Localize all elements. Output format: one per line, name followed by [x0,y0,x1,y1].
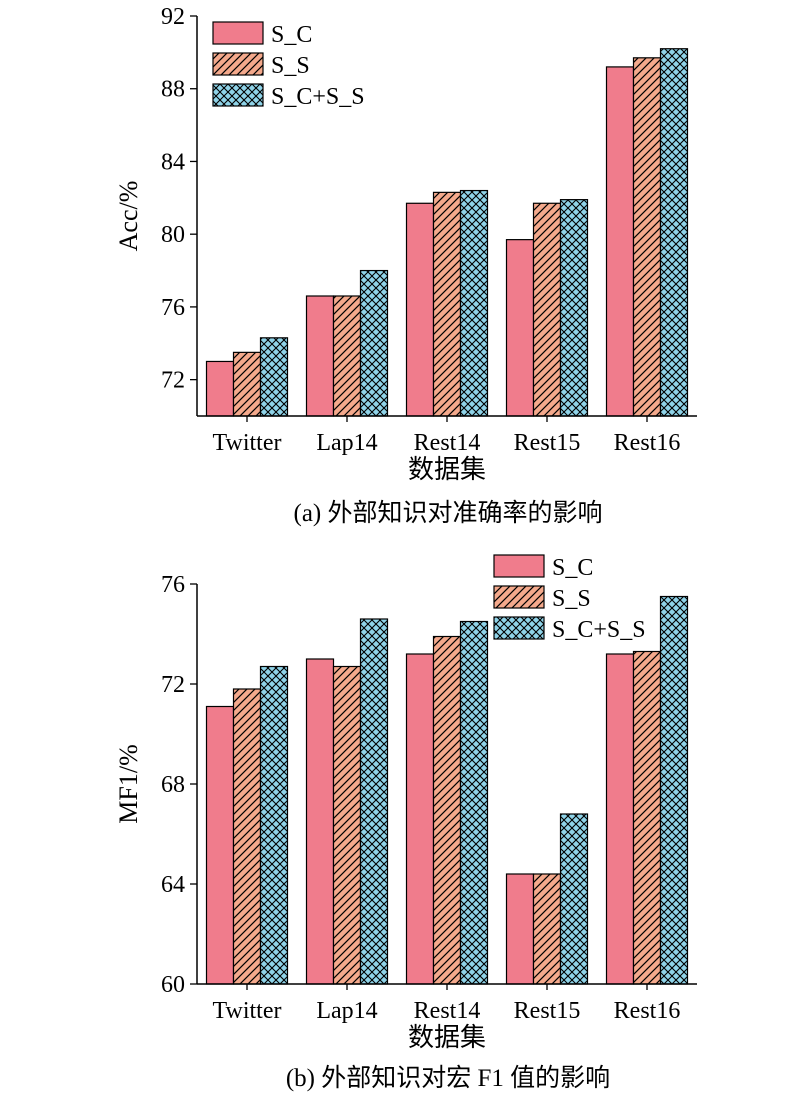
legend-swatch-s-c-s-s [212,83,264,107]
legend-label: S_C+S_S [271,84,365,110]
figure-caption: (b) 外部知识对宏 F1 值的影响 [286,1064,610,1092]
legend-swatch-s-s [212,52,264,76]
x-tick-label: Rest15 [514,998,581,1024]
y-tick-label: 60 [161,972,185,998]
x-tick-label: Rest15 [514,430,581,456]
bar-s-c-s-s-rest15 [559,199,589,417]
y-axis-title: MF1/% [114,744,143,823]
bar-s-s-rest16 [632,650,662,985]
x-tick-label: Twitter [213,998,282,1024]
x-tick-label: Rest16 [614,998,681,1024]
bar-s-c-rest14 [405,202,435,417]
bar-s-c-s-s-rest14 [459,189,489,417]
bar-s-c-twitter [205,360,235,417]
bar-s-c-lap14 [305,658,335,985]
x-axis-title: 数据集 [408,1023,486,1052]
bar-s-s-rest14 [432,635,462,985]
bar-s-c-rest15 [505,873,535,985]
bar-s-s-rest14 [432,191,462,417]
y-tick-label: 88 [161,77,185,103]
bar-s-c-twitter [205,705,235,985]
y-tick-label: 72 [161,672,185,698]
bar-s-c-s-s-lap14 [359,618,389,985]
bar-s-s-lap14 [332,295,362,417]
legend-swatch-s-c [493,554,545,578]
legend-label: S_S [552,586,591,612]
bar-s-c-s-s-rest16 [659,48,689,417]
bar-s-c-s-s-rest16 [659,595,689,985]
x-tick-label: Rest14 [414,998,481,1024]
x-tick-label: Lap14 [316,998,377,1024]
chart-accuracy: Twitter Lap14 Rest14 Rest15 Rest16 72 76 80 84 88… [114,4,697,527]
bar-s-c-rest16 [605,653,635,985]
bar-s-c-s-s-twitter [259,337,289,417]
bar-s-s-twitter [232,351,262,417]
y-tick-label: 84 [161,149,185,175]
y-tick-label: 92 [161,4,185,30]
y-axis-title: Acc/% [114,181,143,252]
legend-swatch-s-s [493,585,545,609]
y-tick-label: 64 [161,872,185,898]
bar-s-s-twitter [232,688,262,985]
x-axis-title: 数据集 [408,455,486,484]
bar-s-c-s-s-rest15 [559,813,589,985]
y-tick-label: 80 [161,222,185,248]
bar-s-c-rest15 [505,239,535,417]
x-tick-label: Rest16 [614,430,681,456]
bar-s-c-s-s-lap14 [359,269,389,417]
bar-s-c-lap14 [305,295,335,417]
x-tick-label: Rest14 [414,430,481,456]
legend-swatch-s-c [212,21,264,45]
bar-s-c-s-s-rest14 [459,620,489,985]
y-tick-label: 76 [161,295,185,321]
x-tick-label: Twitter [213,430,282,456]
legend-label: S_C+S_S [552,617,646,643]
bar-s-s-rest16 [632,57,662,417]
figure-caption: (a) 外部知识对准确率的影响 [294,499,603,527]
legend-label: S_C [271,22,312,48]
legend-swatch-s-c-s-s [493,616,545,640]
bar-s-s-rest15 [532,873,562,985]
y-tick-label: 76 [161,572,185,598]
bar-s-c-s-s-twitter [259,665,289,985]
bar-s-s-rest15 [532,202,562,417]
bar-s-c-rest14 [405,653,435,985]
x-tick-label: Lap14 [316,430,377,456]
y-tick-label: 72 [161,368,185,394]
legend-label: S_S [271,53,310,79]
chart-macro-f1: Twitter Lap14 Rest14 Rest15 Rest16 60 64 68 72 76… [114,554,697,1092]
bar-s-c-rest16 [605,66,635,417]
bar-s-s-lap14 [332,665,362,985]
legend-label: S_C [552,555,593,581]
y-tick-label: 68 [161,772,185,798]
